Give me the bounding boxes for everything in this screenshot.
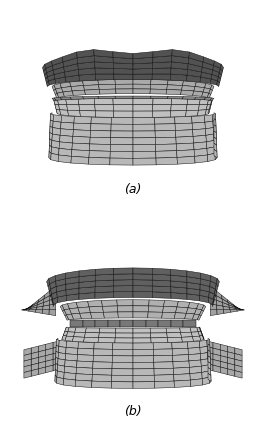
Text: (b): (b) (124, 405, 142, 418)
Text: (a): (a) (124, 183, 142, 196)
